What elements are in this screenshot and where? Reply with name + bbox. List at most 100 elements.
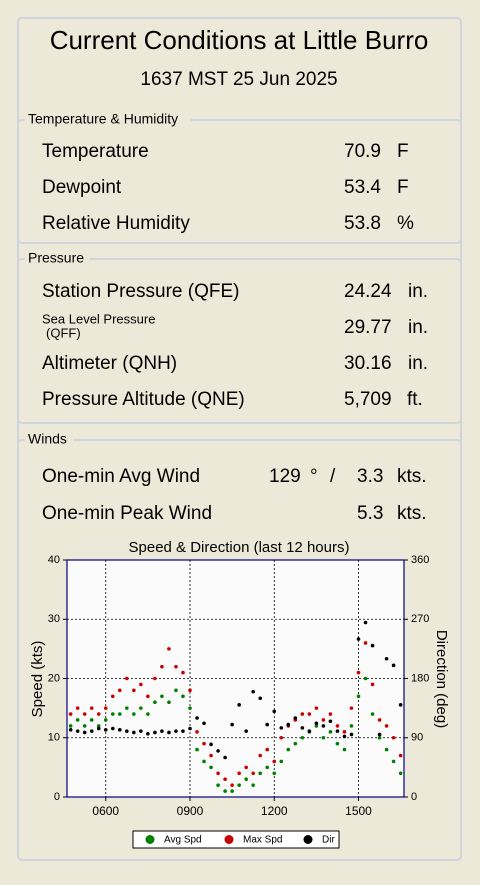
data-point	[398, 753, 403, 758]
data-point	[384, 656, 389, 661]
legend-label: Dir	[322, 835, 335, 846]
data-point	[125, 676, 129, 681]
y-tick-label: 0	[54, 791, 60, 803]
data-point	[244, 777, 248, 782]
data-point	[96, 726, 101, 731]
row-value: 24.24	[344, 281, 392, 302]
data-point	[335, 729, 340, 733]
data-point	[216, 771, 220, 776]
data-point	[110, 726, 115, 731]
data-point	[181, 694, 185, 699]
data-point	[335, 724, 340, 728]
data-point	[103, 718, 108, 722]
data-point	[160, 729, 164, 733]
row-label: Dewpoint	[42, 177, 122, 198]
data-point	[216, 783, 220, 787]
data-point	[146, 732, 150, 736]
data-point	[328, 719, 333, 724]
data-point	[167, 700, 171, 704]
data-point	[349, 706, 354, 710]
y-tick-label: 20	[48, 672, 60, 684]
data-point	[209, 742, 213, 747]
data-point	[237, 783, 241, 787]
y-tick-label: 30	[48, 613, 60, 625]
data-point	[321, 724, 326, 728]
data-point	[349, 724, 354, 728]
data-point	[139, 729, 143, 733]
y-axis-label: Speed (kts)	[29, 641, 46, 718]
data-point	[153, 730, 157, 735]
data-point	[89, 718, 94, 722]
data-point	[188, 688, 192, 693]
data-point	[342, 730, 347, 734]
row-unit: in.	[408, 281, 428, 302]
data-point	[89, 706, 94, 710]
data-point	[293, 741, 298, 746]
section-box	[17, 258, 462, 424]
data-point	[279, 726, 284, 730]
data-point	[363, 676, 368, 681]
data-point	[181, 729, 185, 733]
data-point	[370, 643, 375, 648]
data-point	[82, 712, 87, 716]
data-point	[237, 771, 241, 776]
data-point	[89, 729, 94, 733]
data-point	[251, 689, 255, 694]
data-point	[174, 688, 178, 693]
data-point	[279, 735, 284, 740]
row-value: 70.9	[344, 141, 381, 162]
data-point	[265, 722, 270, 727]
timestamp: 1637 MST 25 Jun 2025	[140, 69, 337, 90]
data-point	[314, 721, 319, 726]
data-point	[398, 771, 403, 776]
data-point	[110, 712, 115, 716]
y2-axis-label: Direction (deg)	[433, 630, 450, 728]
x-tick-label: 1200	[261, 804, 288, 818]
data-point	[132, 712, 136, 716]
x-tick-label: 0600	[92, 804, 119, 818]
data-point	[174, 729, 178, 733]
data-point	[356, 637, 361, 641]
row-unit: kts.	[397, 466, 427, 487]
data-point	[349, 732, 354, 737]
data-point	[216, 749, 220, 753]
legend-bg	[25, 250, 89, 268]
data-point	[202, 741, 206, 746]
data-point	[195, 730, 199, 734]
data-point	[146, 694, 150, 699]
data-point	[370, 682, 375, 687]
row-unit: F	[397, 141, 409, 162]
data-point	[384, 724, 389, 728]
row-value: 53.4	[344, 177, 381, 198]
data-point	[139, 706, 143, 710]
data-point	[167, 730, 171, 735]
data-point	[96, 712, 101, 716]
data-point	[188, 726, 192, 731]
y2-tick-label: 270	[411, 613, 429, 625]
row-unit: F	[397, 177, 409, 198]
data-point	[75, 718, 80, 722]
data-point	[237, 703, 241, 707]
data-point	[398, 703, 403, 707]
data-point	[230, 722, 234, 727]
legend-label: Max Spd	[243, 835, 282, 846]
data-point	[328, 712, 333, 716]
data-point	[363, 641, 368, 645]
data-point	[209, 765, 213, 770]
data-point	[68, 728, 73, 732]
data-point	[110, 694, 115, 699]
row-value: 5.3	[357, 503, 383, 524]
separator: /	[330, 466, 336, 487]
data-point	[68, 724, 73, 728]
data-point	[244, 729, 248, 733]
data-point	[117, 728, 122, 732]
row-label: Station Pressure (QFE)	[42, 281, 239, 302]
row-unit: %	[397, 213, 414, 234]
data-point	[139, 682, 143, 687]
data-point	[195, 716, 199, 720]
data-point	[286, 747, 291, 752]
section-legend: Winds	[28, 431, 67, 447]
row-label: One-min Peak Wind	[42, 503, 212, 524]
data-point	[258, 753, 263, 758]
